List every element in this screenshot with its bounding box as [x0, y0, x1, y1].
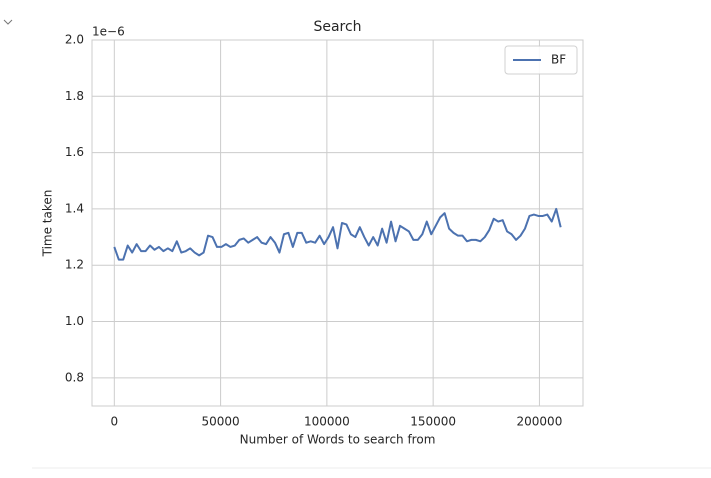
legend: BF	[504, 45, 578, 75]
x-tick-label: 0	[110, 415, 118, 429]
y-tick-label: 2.0	[65, 33, 84, 47]
x-axis-label: Number of Words to search from	[240, 433, 436, 447]
x-tick-label: 200000	[517, 415, 563, 429]
legend-label: BF	[551, 53, 566, 67]
chart: 0.8 1.0 1.2 1.4 1.6 1.8 2.0 0 50000 100000 150000 2…	[41, 19, 584, 447]
y-tick-label: 1.2	[65, 258, 84, 272]
y-tick-label: 1.0	[65, 314, 84, 328]
plot-frame	[91, 39, 584, 407]
y-tick-label: 1.8	[65, 89, 84, 103]
x-tick-label: 100000	[304, 415, 350, 429]
data-line	[113, 207, 562, 261]
y-tick-label: 1.6	[65, 145, 84, 159]
y-tick-label: 1.4	[65, 201, 84, 215]
plot-area	[92, 40, 583, 406]
chart-title: Search	[313, 19, 361, 35]
x-tick-label: 50000	[202, 415, 240, 429]
y-axis-label: Time taken	[41, 190, 55, 258]
x-tick-label: 150000	[410, 415, 456, 429]
collapse-chevron[interactable]	[3, 19, 13, 25]
y-tick-label: 0.8	[65, 370, 84, 384]
axis-offset-label: 1e−6	[92, 25, 125, 39]
